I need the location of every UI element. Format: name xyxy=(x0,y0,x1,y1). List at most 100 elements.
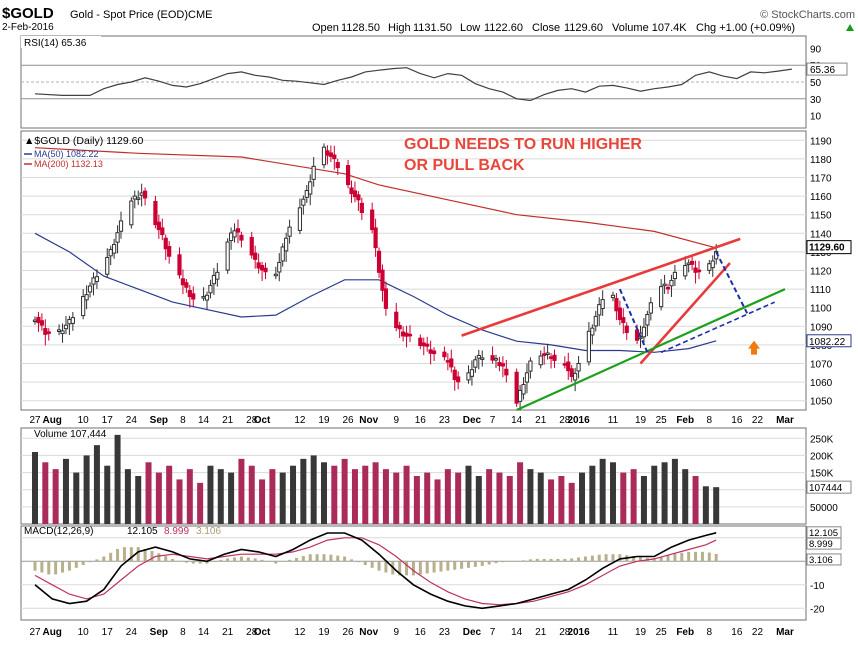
volume-bar xyxy=(413,476,420,524)
x-tick-label: 17 xyxy=(102,415,114,426)
candle-up xyxy=(56,329,62,332)
high-value: 1131.50 xyxy=(413,22,452,34)
open-value: 1128.50 xyxy=(341,22,380,34)
macd-histogram-bar xyxy=(322,554,326,562)
candle-up xyxy=(610,294,616,299)
volume-bar xyxy=(620,472,627,524)
symbol: $GOLD xyxy=(2,5,54,22)
volume-bar xyxy=(176,479,183,524)
macd-histogram-bar xyxy=(377,561,381,571)
candle-down xyxy=(552,354,557,361)
candle-down xyxy=(693,267,698,273)
volume-bar xyxy=(341,458,348,524)
candle-up xyxy=(473,359,478,368)
price-tick-label: 1160 xyxy=(810,192,832,203)
x-tick-label: 25 xyxy=(656,415,668,426)
upper-trendline xyxy=(461,237,741,337)
macd-histogram-bar xyxy=(632,556,636,562)
candle-up xyxy=(215,271,220,280)
x-tick-label: Sep xyxy=(150,415,168,426)
x-tick-label: 9 xyxy=(393,627,399,638)
x-tick-label: 28 xyxy=(559,415,571,426)
volume-bar xyxy=(217,469,224,524)
volume-bar xyxy=(362,465,369,524)
ma200-legend: MA(200) 1132.13 xyxy=(34,159,103,169)
candle-up xyxy=(70,317,75,324)
x-tick-label: 27 xyxy=(29,415,41,426)
macd-histogram-bar xyxy=(61,561,65,573)
candle-up xyxy=(108,248,113,257)
macd-legend-value: 12.105 xyxy=(127,526,158,537)
macd-histogram-bar xyxy=(439,561,443,572)
candle-up xyxy=(528,360,533,372)
x-tick-label: 17 xyxy=(102,627,114,638)
macd-histogram-bar xyxy=(109,552,113,562)
volume-bar xyxy=(692,476,699,524)
candle-down xyxy=(514,371,519,404)
candle-up xyxy=(545,352,550,355)
x-tick-label: Aug xyxy=(42,627,61,638)
candle-up xyxy=(321,146,327,166)
candle-up xyxy=(273,273,278,277)
candle-down xyxy=(504,368,509,376)
candle-up xyxy=(208,284,213,294)
exchange: CME xyxy=(188,9,212,21)
price-panel: 1190118011701160115011401130112011101100… xyxy=(20,130,852,412)
candle-down xyxy=(180,278,186,286)
macd-histogram-bar xyxy=(239,556,243,562)
macd-histogram-bar xyxy=(54,561,58,575)
x-axis-band xyxy=(21,624,806,639)
x-tick-label: Feb xyxy=(676,415,694,426)
candle-up xyxy=(211,274,216,285)
volume-bar xyxy=(682,469,689,524)
candle-down xyxy=(239,234,244,241)
price-tick-label: 1070 xyxy=(810,360,833,371)
candle-up xyxy=(524,372,530,383)
volume-bar xyxy=(269,469,276,524)
x-tick-label: 11 xyxy=(608,627,619,638)
candle-up xyxy=(586,330,591,363)
candle-up xyxy=(476,354,481,359)
macd-histogram-bar xyxy=(274,561,278,564)
x-tick-label: Mar xyxy=(776,415,794,426)
candle-down xyxy=(370,209,375,231)
volume-bar xyxy=(135,476,142,524)
macd-histogram-bar xyxy=(171,558,175,562)
volume-bar xyxy=(640,476,647,524)
x-tick-label: 10 xyxy=(78,627,90,638)
candle-up xyxy=(597,304,602,316)
macd-histogram-bar xyxy=(542,558,546,562)
macd-histogram-bar xyxy=(411,561,415,576)
macd-histogram-bar xyxy=(294,557,298,562)
volume-frame xyxy=(20,427,807,525)
volume-bar xyxy=(290,465,297,524)
macd-histogram-bar xyxy=(694,551,698,562)
macd-histogram-bar xyxy=(74,561,78,568)
volume-bar xyxy=(145,462,152,524)
candle-down xyxy=(256,262,261,269)
candle-up xyxy=(60,330,65,335)
price-tick-label: 1050 xyxy=(810,397,833,408)
x-tick-label: 12 xyxy=(294,627,306,638)
macd-histogram-bar xyxy=(198,561,202,564)
volume-tick-label: 150K xyxy=(810,469,834,480)
macd-histogram-bar xyxy=(659,557,663,562)
macd-label: MACD(12,26,9) xyxy=(24,526,93,537)
macd-histogram-bar xyxy=(508,561,512,562)
volume-bar xyxy=(434,479,441,524)
volume-panel: 250K200K150K100K50000107444 xyxy=(20,427,852,525)
volume-bar xyxy=(424,472,431,524)
macd-histogram-bar xyxy=(666,555,670,562)
macd-histogram-bar xyxy=(33,561,37,571)
signal-line xyxy=(34,537,717,606)
volume-bar xyxy=(42,462,49,524)
x-tick-label: 16 xyxy=(415,627,427,638)
x-tick-label: 22 xyxy=(752,627,764,638)
candle-down xyxy=(380,269,385,291)
x-tick-label: Nov xyxy=(359,415,378,426)
rsi-line xyxy=(34,67,792,102)
candle-up xyxy=(284,237,289,252)
candle-down xyxy=(253,252,258,260)
rsi-panel: 907050301065.36 xyxy=(20,35,848,129)
